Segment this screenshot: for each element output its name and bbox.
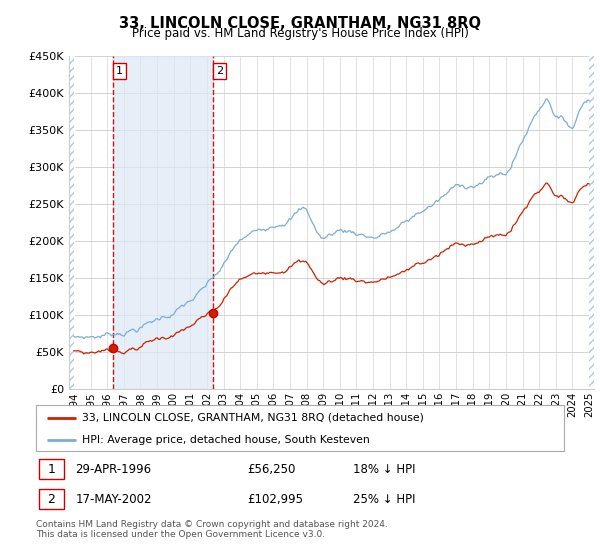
Text: Price paid vs. HM Land Registry's House Price Index (HPI): Price paid vs. HM Land Registry's House … xyxy=(131,27,469,40)
Text: 33, LINCOLN CLOSE, GRANTHAM, NG31 8RQ (detached house): 33, LINCOLN CLOSE, GRANTHAM, NG31 8RQ (d… xyxy=(82,413,424,423)
Text: £56,250: £56,250 xyxy=(247,463,296,476)
Text: 1: 1 xyxy=(47,463,55,476)
Text: 18% ↓ HPI: 18% ↓ HPI xyxy=(353,463,415,476)
Text: 2: 2 xyxy=(216,66,223,76)
Text: 29-APR-1996: 29-APR-1996 xyxy=(76,463,152,476)
FancyBboxPatch shape xyxy=(38,459,64,479)
Text: Contains HM Land Registry data © Crown copyright and database right 2024.
This d: Contains HM Land Registry data © Crown c… xyxy=(36,520,388,539)
Bar xyxy=(69,56,74,389)
Bar xyxy=(113,56,213,389)
Bar xyxy=(589,56,594,389)
Text: 33, LINCOLN CLOSE, GRANTHAM, NG31 8RQ: 33, LINCOLN CLOSE, GRANTHAM, NG31 8RQ xyxy=(119,16,481,31)
Text: HPI: Average price, detached house, South Kesteven: HPI: Average price, detached house, Sout… xyxy=(82,435,370,445)
Text: 2: 2 xyxy=(47,493,55,506)
Text: 1: 1 xyxy=(116,66,123,76)
FancyBboxPatch shape xyxy=(36,405,564,451)
Text: 25% ↓ HPI: 25% ↓ HPI xyxy=(353,493,415,506)
FancyBboxPatch shape xyxy=(38,489,64,510)
Text: £102,995: £102,995 xyxy=(247,493,303,506)
Text: 17-MAY-2002: 17-MAY-2002 xyxy=(76,493,152,506)
